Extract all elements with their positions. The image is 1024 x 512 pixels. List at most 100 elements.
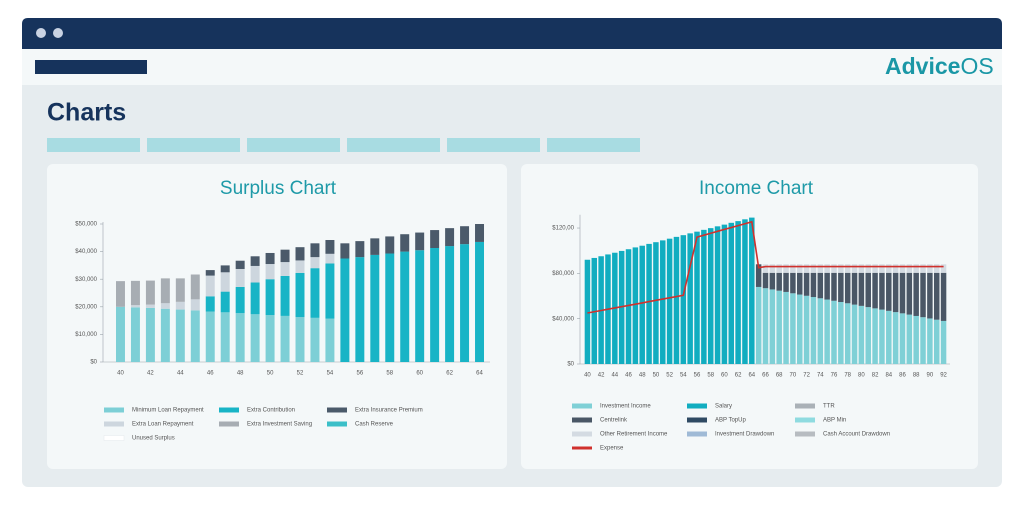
bar-segment [653, 242, 659, 364]
bar-segment [831, 264, 837, 273]
x-tick-label: 40 [117, 371, 124, 377]
legend-label: Investment Income [600, 404, 651, 410]
window-dot[interactable] [53, 28, 63, 38]
legend-label: Other Retirement Income [600, 432, 668, 438]
bar-segment [810, 272, 817, 298]
x-tick-label: 46 [207, 371, 214, 377]
bar-segment [325, 240, 335, 254]
bar-segment [872, 308, 878, 364]
bar-segment [762, 264, 769, 273]
bar-segment [933, 264, 940, 273]
bar-segment [115, 306, 125, 362]
x-tick-label: 66 [762, 373, 769, 379]
tab[interactable] [347, 138, 440, 152]
nav-placeholder[interactable] [35, 60, 147, 74]
x-tick-label: 64 [476, 371, 483, 377]
bar-segment [340, 258, 350, 362]
bar-segment [920, 272, 926, 318]
legend-swatch [795, 431, 815, 437]
bar-segment [927, 272, 933, 319]
bar-segment [831, 272, 837, 301]
bar-segment [235, 260, 245, 269]
bar-segment [235, 286, 245, 314]
x-tick-label: 68 [776, 373, 783, 379]
x-tick-label: 92 [940, 373, 947, 379]
y-tick-label: $0 [567, 362, 574, 368]
bar-segment [831, 300, 837, 364]
bar-segment [797, 264, 803, 273]
tab[interactable] [447, 138, 540, 152]
bar-segment [673, 236, 680, 364]
chart-title: Income Chart [699, 178, 814, 199]
x-tick-label: 90 [927, 373, 934, 379]
x-tick-label: 86 [899, 373, 906, 379]
title-bar [22, 18, 1002, 49]
bar-segment [115, 281, 125, 307]
bar-segment [310, 243, 320, 258]
x-tick-label: 48 [639, 373, 646, 379]
bar-segment [824, 264, 830, 273]
bar-segment [776, 272, 782, 291]
bar-segment [824, 272, 830, 300]
x-tick-label: 84 [885, 373, 892, 379]
bar-segment [220, 272, 230, 292]
bar-segment [742, 219, 748, 364]
bar-segment [899, 264, 906, 273]
y-tick-label: $0 [90, 360, 97, 366]
bar-segment [130, 305, 140, 308]
bar-segment [295, 247, 305, 261]
bar-segment [220, 265, 230, 273]
bar-segment [370, 238, 380, 255]
legend-label: Extra Contribution [247, 408, 295, 414]
bar-segment [776, 290, 782, 364]
x-tick-label: 82 [872, 373, 879, 379]
bar-segment [160, 278, 170, 304]
x-tick-label: 56 [356, 371, 363, 377]
bar-segment [769, 272, 776, 290]
bar-segment [762, 288, 769, 364]
x-tick-label: 58 [707, 373, 714, 379]
bar-segment [694, 231, 700, 364]
tab[interactable] [247, 138, 340, 152]
bar-segment [632, 247, 639, 364]
bar-segment [385, 236, 395, 254]
bar-segment [783, 291, 789, 364]
bar-segment [783, 272, 789, 292]
x-tick-label: 72 [803, 373, 810, 379]
legend-label: Extra Investment Saving [247, 422, 312, 428]
bar-segment [190, 274, 200, 300]
tab[interactable] [147, 138, 240, 152]
bar-segment [865, 272, 871, 308]
y-tick-label: $120,00 [552, 226, 574, 232]
tab[interactable] [47, 138, 140, 152]
y-tick-label: $20,000 [75, 304, 97, 310]
x-tick-label: 54 [680, 373, 687, 379]
header [22, 49, 1002, 85]
bar-segment [899, 313, 906, 364]
legend-swatch [687, 431, 707, 437]
x-tick-label: 42 [598, 373, 605, 379]
bar-segment [803, 264, 810, 273]
chart-title: Surplus Chart [220, 178, 337, 199]
brand-logo[interactable]: AdviceOS [885, 53, 994, 79]
x-tick-label: 76 [831, 373, 838, 379]
bar-segment [721, 224, 728, 364]
bar-segment [701, 229, 707, 364]
bar-segment [790, 293, 796, 364]
x-tick-label: 44 [177, 371, 184, 377]
bar-segment [927, 264, 933, 273]
y-tick-label: $80,000 [552, 271, 574, 277]
bar-segment [639, 245, 645, 364]
bar-segment [940, 320, 947, 364]
bar-segment [646, 243, 652, 364]
tab[interactable] [547, 138, 640, 152]
bar-segment [927, 318, 933, 364]
window-dot[interactable] [36, 28, 46, 38]
bar-segment [892, 272, 899, 313]
legend-swatch [327, 421, 347, 427]
bar-segment [445, 228, 455, 247]
bar-segment [797, 272, 803, 295]
bar-segment [370, 254, 380, 362]
x-tick-label: 58 [386, 371, 393, 377]
